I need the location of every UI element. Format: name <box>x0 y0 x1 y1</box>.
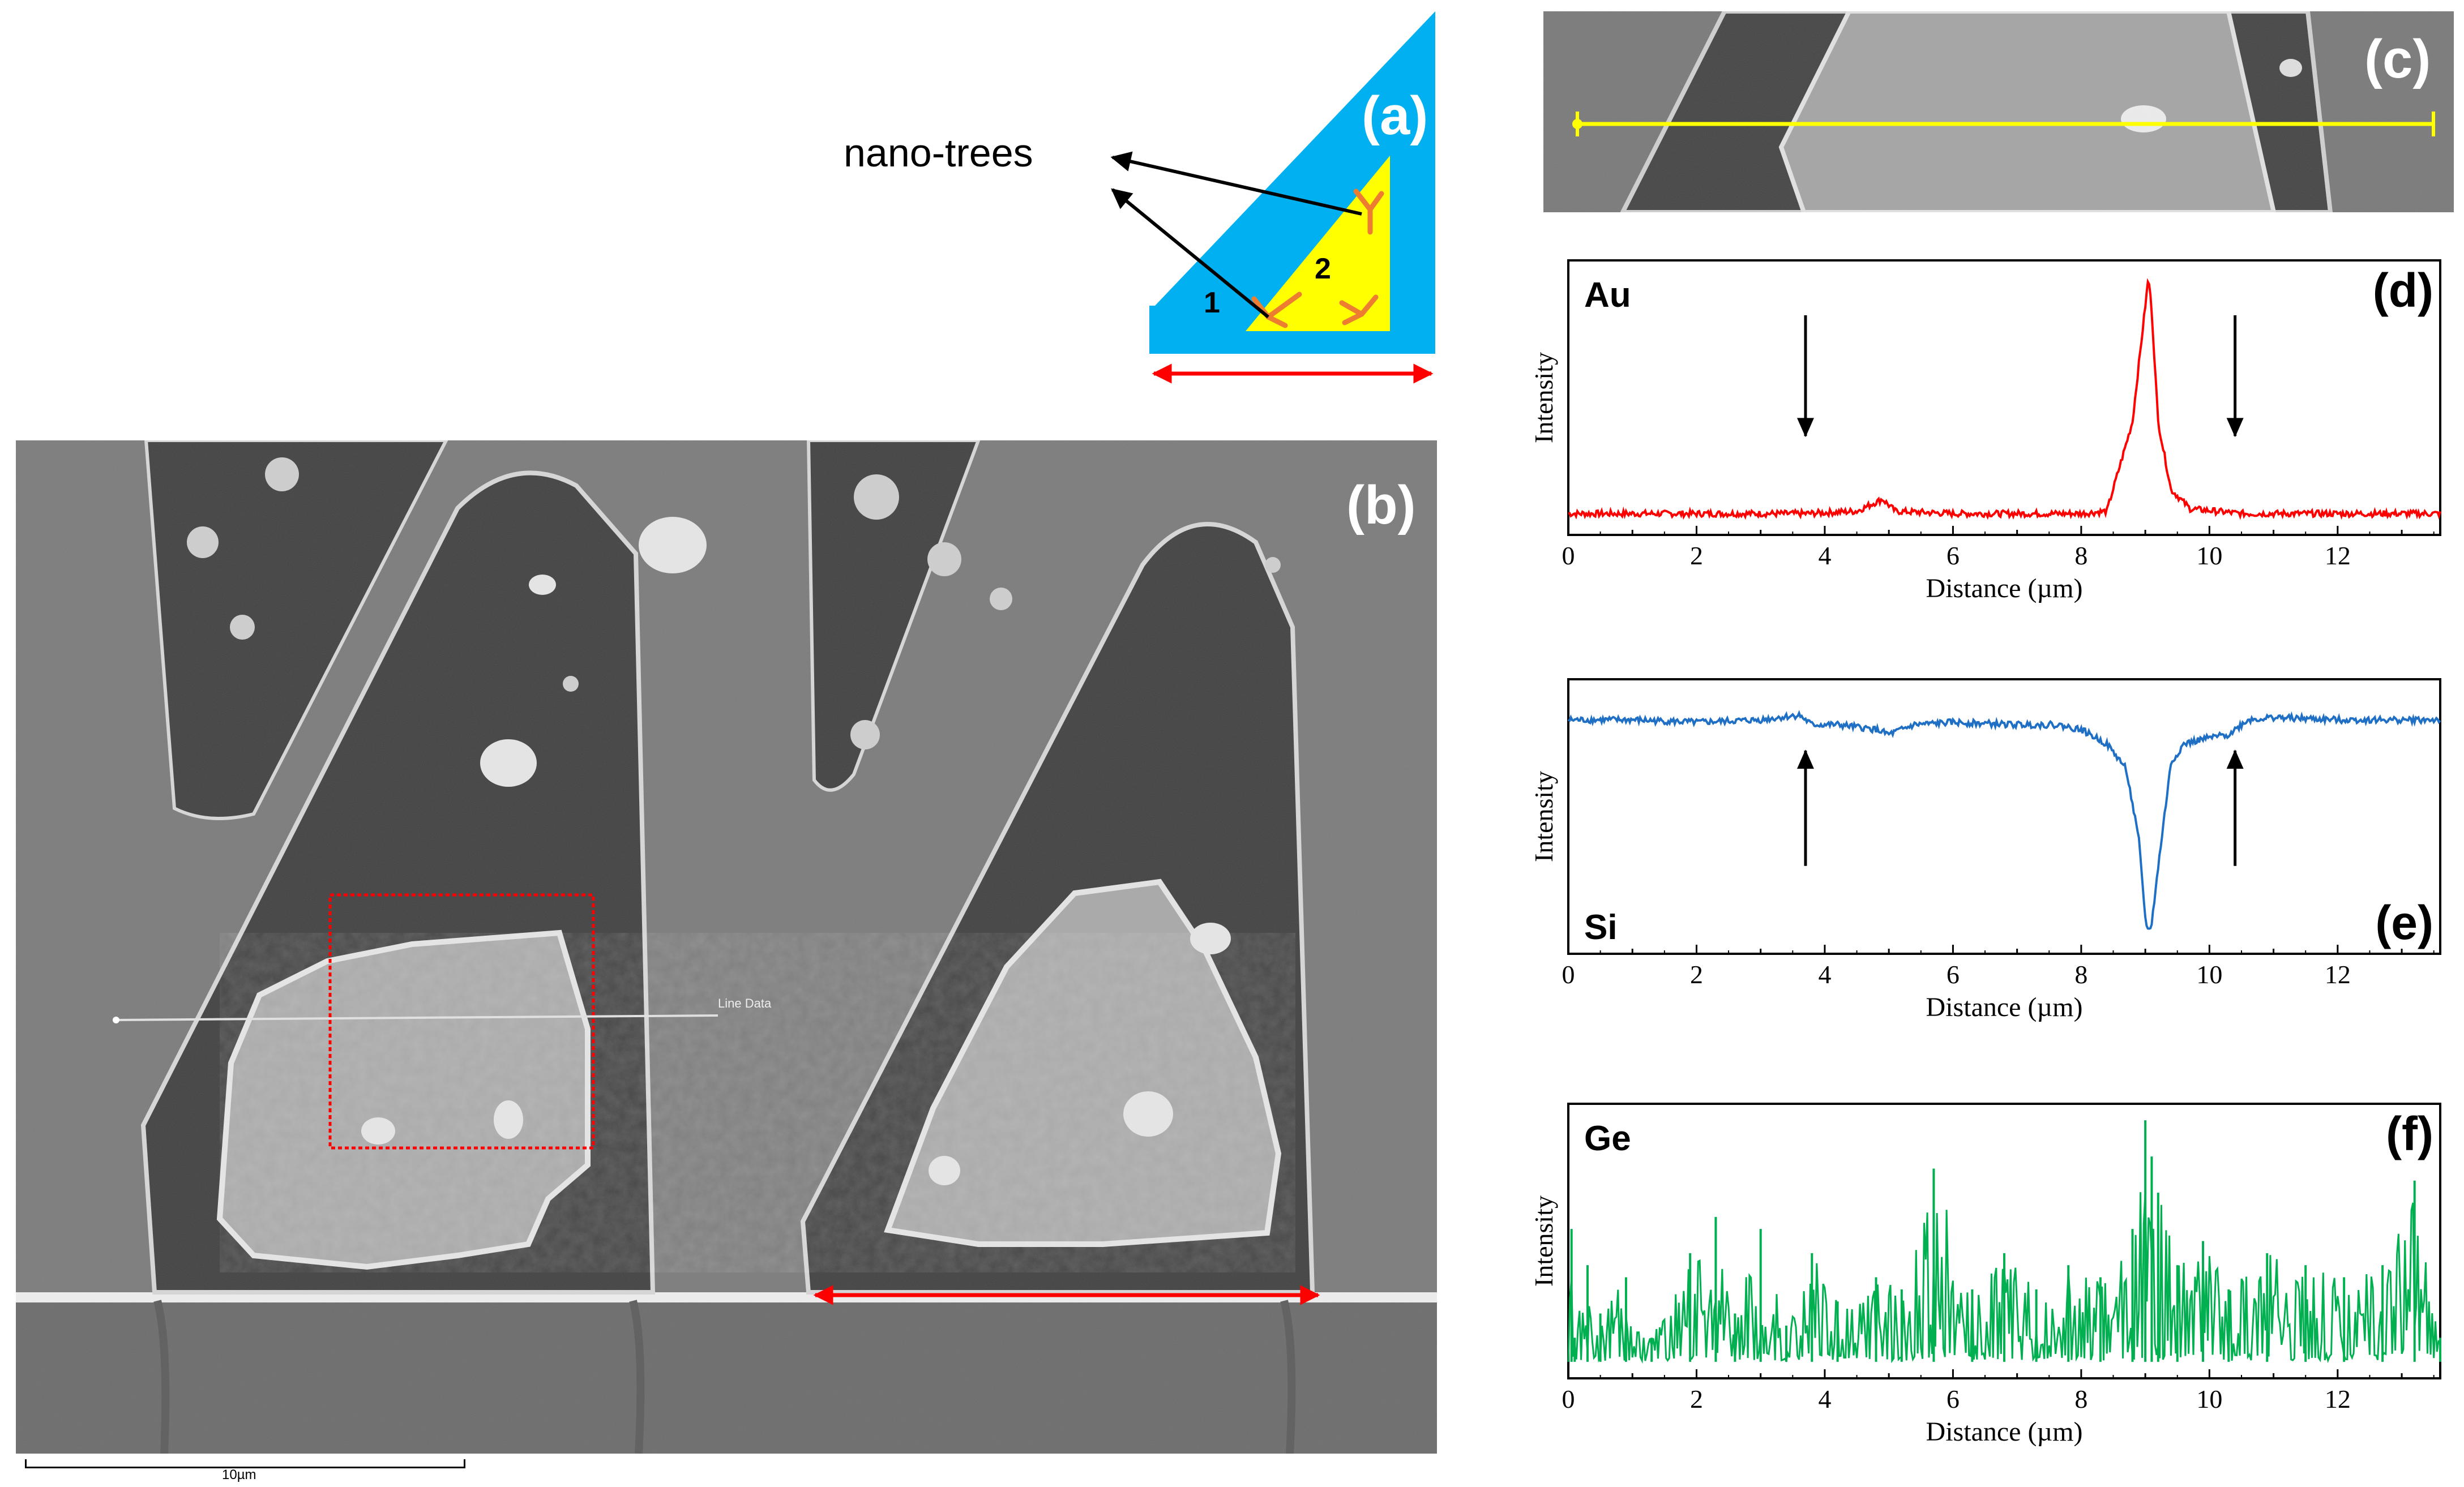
x-tick-label: 8 <box>2074 960 2087 989</box>
x-tick-label: 12 <box>2325 541 2351 570</box>
gold-region <box>1246 156 1390 331</box>
x-axis-label: Distance (µm) <box>1926 573 2083 603</box>
panel-letter: (e) <box>2375 896 2433 949</box>
x-tick-label: 2 <box>1690 541 1703 570</box>
x-tick-label: 10 <box>2196 541 2222 570</box>
nano-trees-label: nano-trees <box>844 131 1033 175</box>
x-tick-label: 0 <box>1562 1385 1575 1413</box>
panel-b-letter: (b) <box>1346 475 1416 535</box>
plot-frame <box>1567 259 2441 536</box>
line-data-label: Line Data <box>718 996 772 1010</box>
annotation-arrow-head <box>1796 418 1814 438</box>
panel-a-letter: (a) <box>1362 85 1428 146</box>
line-scan-trace <box>116 1014 718 1021</box>
x-tick-label: 10 <box>2196 960 2222 989</box>
panel-letter: (f) <box>2386 1107 2433 1160</box>
nano-tree-branches <box>1251 188 1384 328</box>
scale-bar-label: 10µm <box>222 1467 256 1482</box>
region-2-label: 2 <box>1315 252 1331 285</box>
x-tick-label: 8 <box>2074 1385 2087 1413</box>
chart-e: 0 2 4 6 8 10 12 Distance (µm) Intensity Si (e) <box>1517 674 2457 1070</box>
x-tick-label: 12 <box>2325 1385 2351 1413</box>
x-tick-label: 2 <box>1690 1385 1703 1413</box>
chart-d: 0 2 4 6 8 10 12 Distance (µm) Intensity Au (d) <box>1517 249 2457 645</box>
x-tick-label: 6 <box>1947 960 1960 989</box>
plot-frame <box>1567 678 2441 955</box>
region-1-label: 1 <box>1204 286 1220 319</box>
panel-letter: (d) <box>2373 264 2433 317</box>
y-axis-label: Intensity <box>1529 352 1558 443</box>
sem-panel-c: (c) <box>1543 11 2454 212</box>
x-axis-label: Distance (µm) <box>1926 992 2083 1022</box>
sem-panel-b: Line Data (b) <box>16 440 1437 1454</box>
element-label: Ge <box>1584 1119 1631 1158</box>
x-tick-label: 2 <box>1690 960 1703 989</box>
sem-strip <box>1543 11 2454 212</box>
chart-f-svg: 0 2 4 6 8 10 12 Distance (µm) Intensity Ge (f) <box>1529 1103 2441 1447</box>
pointer-arrow-upper <box>1110 151 1362 216</box>
schematic-svg <box>1110 11 1435 384</box>
element-label: Si <box>1584 908 1618 947</box>
x-tick-label: 0 <box>1562 960 1575 989</box>
x-tick-label: 12 <box>2325 960 2351 989</box>
si-series-line <box>1567 710 2441 930</box>
annotation-arrow-head <box>2226 749 2244 769</box>
x-axis-label: Distance (µm) <box>1926 1417 2083 1447</box>
x-tick-label: 10 <box>2196 1385 2222 1413</box>
x-tick-label: 0 <box>1562 541 1575 570</box>
annotation-arrow-head <box>1796 749 1814 769</box>
chart-d-svg: 0 2 4 6 8 10 12 Distance (µm) Intensity Au (d) <box>1529 259 2441 603</box>
y-axis-label: Intensity <box>1529 771 1558 862</box>
sem-image <box>16 440 1437 1454</box>
line-scan-start-dot <box>113 1017 119 1023</box>
scale-bar <box>25 1459 465 1468</box>
au-series-line <box>1568 278 2441 520</box>
x-tick-label: 6 <box>1947 541 1960 570</box>
pointer-arrow-lower <box>1111 188 1269 319</box>
chart-f: 0 2 4 6 8 10 12 Distance (µm) Intensity Ge (f) <box>1517 1095 2457 1484</box>
analysis-region-box <box>328 893 595 1150</box>
schematic-panel-a: nano-trees 1 2 (a) <box>804 0 1449 408</box>
x-tick-label: 8 <box>2074 541 2087 570</box>
x-tick-label: 6 <box>1947 1385 1960 1413</box>
x-tick-label: 4 <box>1818 541 1831 570</box>
chart-e-svg: 0 2 4 6 8 10 12 Distance (µm) Intensity Si (e) <box>1529 678 2441 1022</box>
element-label: Au <box>1584 276 1631 315</box>
panel-c-letter: (c) <box>2364 29 2431 89</box>
x-tick-label: 4 <box>1818 1385 1831 1413</box>
x-tick-label: 4 <box>1818 960 1831 989</box>
annotation-arrow-head <box>2226 418 2244 438</box>
plot-frame <box>1567 1103 2441 1379</box>
y-axis-label: Intensity <box>1529 1195 1558 1287</box>
